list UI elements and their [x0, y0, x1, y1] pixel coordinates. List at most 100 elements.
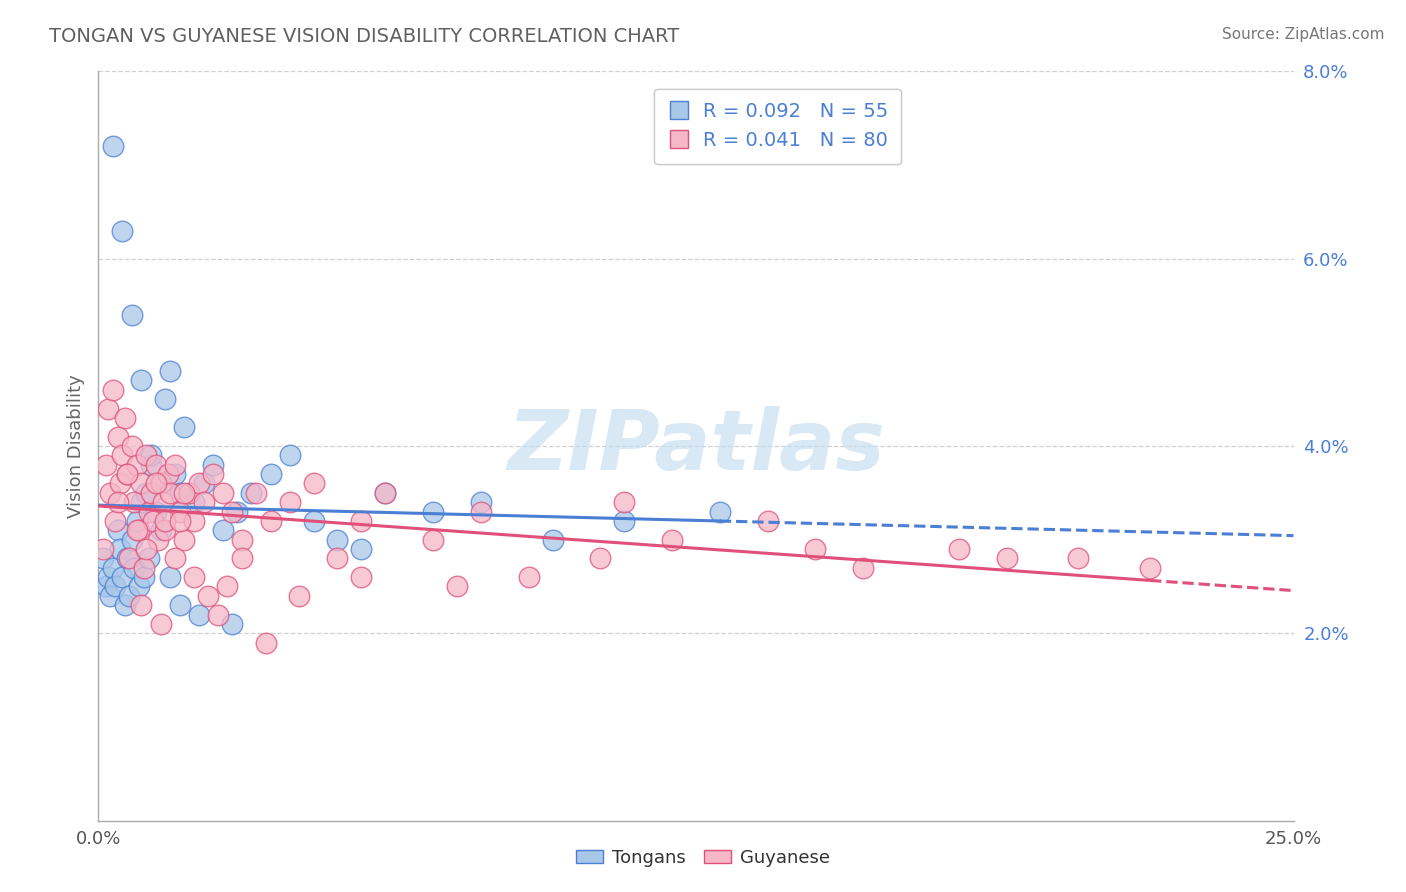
- Point: [97, 570, 120, 584]
- Point: [94, 458, 117, 472]
- Point: [613, 514, 636, 528]
- Point: [149, 476, 172, 491]
- Point: [470, 495, 492, 509]
- Point: [169, 505, 191, 519]
- Legend: R = 0.092   N = 55, R = 0.041   N = 80: R = 0.092 N = 55, R = 0.041 N = 80: [654, 88, 901, 163]
- Point: [114, 599, 136, 613]
- Point: [756, 514, 779, 528]
- Point: [121, 533, 143, 547]
- Point: [149, 523, 172, 537]
- Point: [187, 476, 209, 491]
- Point: [111, 449, 134, 463]
- Point: [517, 570, 540, 584]
- Point: [278, 449, 301, 463]
- Point: [446, 580, 468, 594]
- Point: [211, 485, 233, 500]
- Point: [278, 495, 301, 509]
- Point: [121, 308, 143, 322]
- Point: [149, 617, 172, 632]
- Point: [107, 430, 129, 444]
- Point: [125, 458, 148, 472]
- Point: [138, 551, 160, 566]
- Point: [226, 505, 249, 519]
- Point: [1139, 561, 1161, 575]
- Point: [169, 485, 191, 500]
- Point: [589, 551, 612, 566]
- Text: ZIPatlas: ZIPatlas: [508, 406, 884, 486]
- Point: [350, 542, 373, 557]
- Point: [132, 561, 155, 575]
- Point: [231, 551, 253, 566]
- Point: [139, 485, 162, 500]
- Point: [115, 467, 138, 482]
- Point: [131, 476, 153, 491]
- Point: [108, 476, 131, 491]
- Point: [125, 523, 148, 537]
- Point: [259, 514, 281, 528]
- Point: [661, 533, 683, 547]
- Point: [326, 551, 349, 566]
- Point: [135, 542, 157, 557]
- Point: [350, 570, 373, 584]
- Point: [183, 514, 205, 528]
- Point: [145, 476, 167, 491]
- Point: [221, 617, 243, 632]
- Point: [111, 223, 134, 237]
- Point: [193, 495, 215, 509]
- Point: [254, 635, 277, 649]
- Point: [107, 523, 129, 537]
- Point: [104, 580, 127, 594]
- Point: [211, 523, 233, 537]
- Point: [207, 607, 229, 622]
- Point: [804, 542, 827, 557]
- Y-axis label: Vision Disability: Vision Disability: [66, 374, 84, 518]
- Point: [118, 589, 141, 603]
- Point: [169, 514, 191, 528]
- Point: [193, 476, 215, 491]
- Point: [259, 467, 281, 482]
- Point: [98, 589, 122, 603]
- Point: [152, 495, 174, 509]
- Point: [374, 485, 396, 500]
- Point: [197, 589, 219, 603]
- Point: [145, 505, 167, 519]
- Point: [135, 485, 157, 500]
- Point: [231, 533, 253, 547]
- Point: [115, 467, 138, 482]
- Point: [470, 505, 492, 519]
- Point: [995, 551, 1018, 566]
- Point: [422, 505, 444, 519]
- Point: [142, 514, 165, 528]
- Point: [101, 561, 124, 575]
- Point: [240, 485, 263, 500]
- Point: [163, 467, 186, 482]
- Point: [91, 551, 114, 566]
- Point: [374, 485, 396, 500]
- Point: [104, 514, 127, 528]
- Point: [124, 561, 146, 575]
- Point: [155, 523, 177, 537]
- Point: [138, 505, 160, 519]
- Point: [139, 458, 162, 472]
- Point: [326, 533, 349, 547]
- Point: [139, 449, 162, 463]
- Point: [135, 449, 157, 463]
- Point: [202, 467, 225, 482]
- Point: [179, 485, 201, 500]
- Point: [422, 533, 444, 547]
- Point: [131, 374, 153, 388]
- Point: [202, 458, 225, 472]
- Point: [613, 495, 636, 509]
- Point: [128, 523, 150, 537]
- Point: [173, 485, 195, 500]
- Point: [159, 364, 181, 378]
- Point: [302, 476, 325, 491]
- Point: [121, 439, 143, 453]
- Point: [1067, 551, 1090, 566]
- Point: [128, 580, 150, 594]
- Point: [245, 485, 267, 500]
- Point: [217, 580, 239, 594]
- Point: [187, 607, 209, 622]
- Text: Source: ZipAtlas.com: Source: ZipAtlas.com: [1222, 27, 1385, 42]
- Point: [159, 570, 181, 584]
